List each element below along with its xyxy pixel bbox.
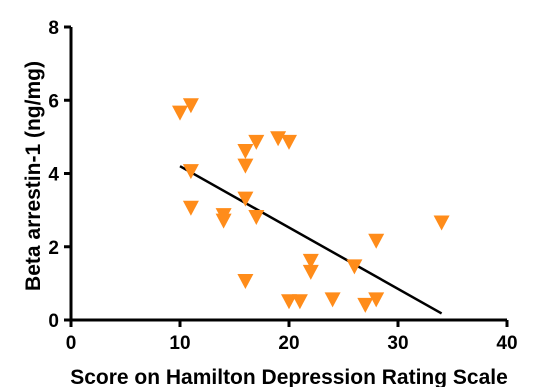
data-point — [302, 264, 319, 280]
data-point — [433, 215, 450, 231]
data-point — [237, 274, 254, 290]
data-point — [182, 164, 199, 180]
data-point — [302, 253, 319, 269]
data-point — [182, 200, 199, 216]
data-point — [357, 297, 374, 313]
y-axis-title: Beta arrestin-1 (ng/mg) — [22, 61, 45, 291]
data-point — [368, 233, 385, 249]
x-tick-label: 40 — [496, 333, 517, 354]
y-tick-label: 6 — [48, 91, 59, 112]
data-point — [248, 209, 265, 225]
x-axis-title: Score on Hamilton Depression Rating Scal… — [70, 366, 508, 387]
data-point — [172, 105, 188, 121]
y-tick-label: 0 — [48, 311, 59, 332]
y-tick-label: 2 — [48, 238, 59, 259]
data-point — [291, 294, 308, 310]
data-point — [182, 98, 199, 114]
data-point — [237, 158, 254, 174]
x-tick-label: 20 — [278, 333, 299, 354]
x-tick-label: 10 — [169, 333, 190, 354]
y-tick-label: 8 — [48, 18, 59, 39]
data-point — [215, 213, 232, 229]
data-point — [368, 292, 385, 308]
x-tick-label: 30 — [387, 333, 408, 354]
trendline-layer — [179, 165, 443, 315]
y-tick-label: 4 — [48, 165, 59, 186]
data-point — [237, 191, 254, 207]
data-point — [281, 134, 297, 150]
data-point — [281, 294, 297, 310]
data-point — [324, 292, 341, 308]
regression-line — [179, 165, 443, 315]
data-points — [172, 98, 450, 313]
x-tick-label: 0 — [66, 333, 77, 354]
axes: 0 2 4 6 8 0 10 20 30 40 — [48, 18, 517, 354]
data-point — [248, 134, 265, 150]
data-point — [237, 144, 254, 160]
data-point — [346, 259, 363, 275]
